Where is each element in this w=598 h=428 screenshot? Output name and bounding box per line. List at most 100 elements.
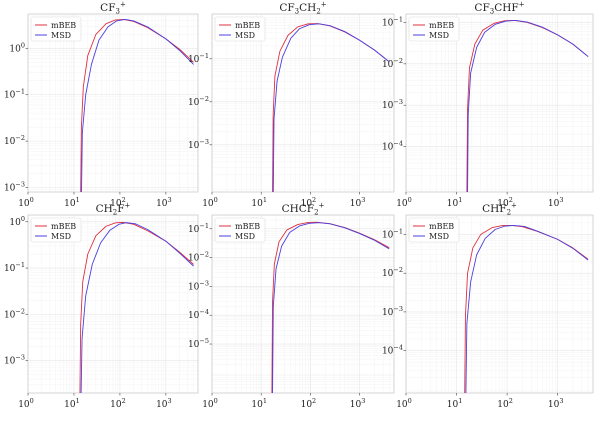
panel-title-part: 2	[507, 209, 511, 217]
y-tick-exponent: −2	[15, 307, 25, 315]
grid	[27, 215, 198, 393]
x-tick-label: 100	[18, 397, 34, 410]
x-tick-label: 103	[156, 196, 172, 209]
x-tick-label: 100	[396, 196, 412, 209]
legend-label: MSD	[429, 31, 449, 40]
panel-title-part: CHCF	[282, 203, 315, 215]
x-tick-exponent: 0	[30, 196, 34, 204]
series-group	[272, 23, 390, 192]
y-tick-label: 10−1	[4, 261, 25, 274]
y-tick-exponent: −1	[199, 52, 209, 60]
y-tick-label: 10−1	[188, 52, 209, 65]
y-tick-label: 10−2	[188, 251, 209, 264]
legend-label: MSD	[51, 31, 71, 40]
y-tick-label: 10−1	[382, 15, 403, 28]
x-tick-exponent: 1	[76, 196, 80, 204]
legend-label: mBEB	[235, 21, 260, 30]
series-line-msd	[272, 23, 390, 192]
x-tick-label: 103	[156, 397, 172, 410]
x-tick-exponent: 0	[408, 196, 412, 204]
panel-title-part: CH	[96, 203, 113, 215]
series-group	[80, 18, 194, 192]
legend-label: mBEB	[429, 222, 454, 231]
x-tick-label: 101	[447, 196, 463, 209]
series-line-msd	[467, 19, 589, 192]
legend-label: mBEB	[429, 21, 454, 30]
legend-label: mBEB	[51, 21, 76, 30]
y-tick-label: 10−2	[4, 307, 25, 320]
x-tick-exponent: 2	[122, 196, 126, 204]
y-tick-exponent: −2	[393, 266, 403, 274]
x-tick-exponent: 1	[76, 397, 80, 405]
y-tick-label: 10−4	[188, 308, 209, 321]
y-tick-exponent: −3	[393, 98, 403, 106]
x-tick-exponent: 1	[263, 397, 267, 405]
panel-title: CF3+	[100, 1, 126, 16]
panel-title-part: 3	[490, 8, 494, 16]
panel-5: 100 101 102 10310−510−410−310−210−1CHCF2+mB…	[188, 202, 395, 410]
y-tick-exponent: −1	[15, 88, 25, 96]
y-tick-label: 10−2	[4, 134, 25, 147]
plot-frame	[405, 214, 594, 394]
x-tick-label: 100	[396, 397, 412, 410]
panel-title-part: F	[117, 203, 124, 215]
series-group	[79, 221, 194, 393]
x-tick-exponent: 2	[122, 397, 126, 405]
series-line-mbeb	[79, 221, 194, 393]
panel-title-part: +	[120, 1, 126, 9]
legend-label: mBEB	[235, 222, 260, 231]
y-tick-exponent: −3	[199, 279, 209, 287]
panel-title-part: 3	[115, 8, 119, 16]
plot-frame	[211, 13, 395, 193]
x-tick-label: 100	[202, 397, 218, 410]
x-tick-exponent: 0	[30, 397, 34, 405]
legend-label: MSD	[235, 31, 255, 40]
x-tick-exponent: 1	[458, 397, 462, 405]
x-tick-label: 101	[447, 397, 463, 410]
y-tick-label: 10−3	[382, 305, 403, 318]
y-tick-label: 100	[9, 41, 25, 54]
x-tick-exponent: 2	[509, 196, 513, 204]
series-group	[466, 19, 589, 192]
y-tick-exponent: 0	[21, 215, 25, 223]
series-line-mbeb	[464, 224, 589, 393]
y-tick-exponent: 0	[21, 41, 25, 49]
series-group	[271, 221, 390, 393]
panel-title-part: +	[511, 202, 517, 210]
y-tick-exponent: −2	[199, 95, 209, 103]
y-tick-label: 100	[9, 215, 25, 228]
panel-title-part: CHF	[494, 2, 518, 14]
y-tick-exponent: −3	[199, 138, 209, 146]
x-tick-exponent: 3	[168, 397, 172, 405]
x-tick-label: 103	[548, 196, 564, 209]
x-tick-label: 102	[110, 397, 126, 410]
x-tick-label: 101	[251, 196, 267, 209]
x-tick-exponent: 0	[408, 397, 412, 405]
plot-frame	[27, 214, 199, 394]
y-tick-exponent: −1	[393, 228, 403, 236]
series-line-msd	[272, 222, 390, 393]
x-tick-label: 103	[350, 196, 366, 209]
x-tick-exponent: 2	[509, 397, 513, 405]
y-tick-label: 10−4	[382, 140, 403, 153]
x-tick-exponent: 0	[214, 397, 218, 405]
y-tick-exponent: −4	[393, 140, 403, 148]
series-line-msd	[81, 18, 194, 192]
y-tick-label: 10−3	[4, 354, 25, 367]
panel-title: CHCF2+	[282, 202, 325, 217]
panel-title: CF3CH2+	[279, 1, 326, 16]
panel-title: CHF2+	[482, 202, 517, 217]
y-tick-label: 10−3	[4, 181, 25, 194]
series-line-msd	[465, 224, 589, 393]
x-tick-exponent: 3	[559, 397, 563, 405]
x-tick-exponent: 0	[214, 196, 218, 204]
legend-label: MSD	[235, 232, 255, 241]
y-tick-exponent: −2	[393, 57, 403, 65]
